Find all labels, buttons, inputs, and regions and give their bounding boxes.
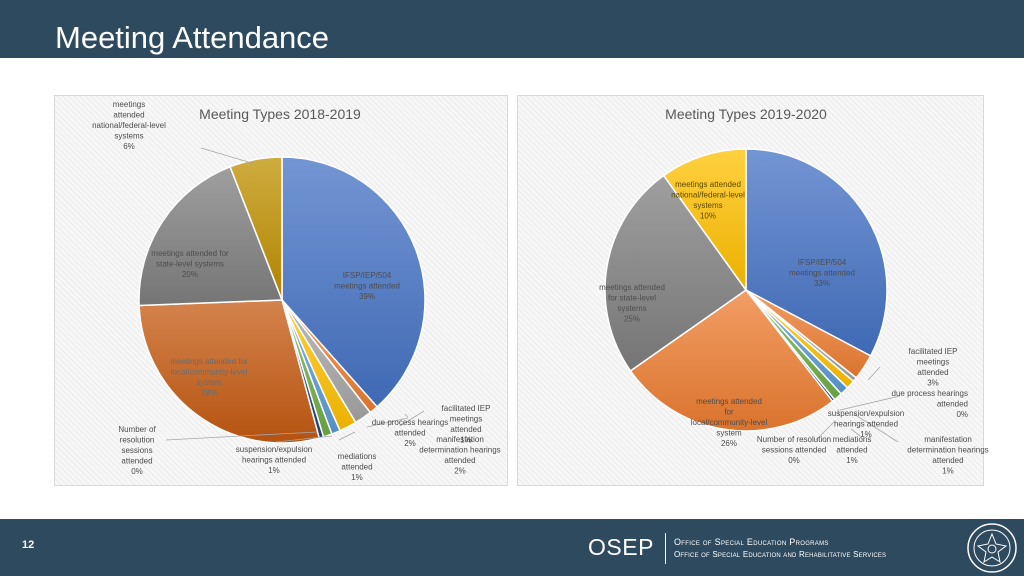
data-label: mediations attended 1% [833,435,872,465]
leader-line [404,413,409,418]
data-label: due process hearings attended 0% [892,389,969,419]
pie-slice [138,165,284,307]
data-label: meetings attended for local/community-lev… [170,357,248,398]
leader-line [165,431,318,441]
leader-line [850,428,861,437]
data-label: IFSP/IEP/504 meetings attended 39% [334,271,400,301]
leader-line [837,408,840,417]
logo-divider [665,533,666,564]
pie-slice [229,156,283,301]
data-label: meetings attended national/federal-level sy… [92,100,166,151]
osep-logo: OSEP [588,534,654,560]
data-label: meetings attended for local/community-leve… [691,397,768,448]
leader-line [399,410,425,427]
pie-slice [138,299,321,444]
chart-panel-2018-2019: Meeting Types 2018-2019 IFSP/IEP/504 meeti… [54,95,508,486]
data-label: IFSP/IEP/504 meetings attended 33% [789,258,855,288]
title-bar: Meeting Attendance [0,0,1024,58]
leader-line [815,420,836,441]
pie-chart-2019-2020: Meeting Types 2019-2020 IFSP/IEP/504 meeti… [599,106,989,476]
data-label: suspension/expulsion hearings attended 1% [236,445,313,475]
pie-slice [281,156,426,408]
office-name: Office of Special Education Programs [674,537,829,547]
page-number: 12 [22,539,35,551]
data-label: facilitated IEP meetings attended 1% [442,404,491,445]
leader-line [200,147,256,165]
pie-slice [662,148,747,293]
leader-line [839,395,901,411]
chart-title: Meeting Types 2019-2020 [665,106,827,122]
footer-bar: 12 OSEP Office of Special Education Prog… [0,519,1024,576]
data-label: manifestation determination hearings atten… [907,435,988,476]
data-label: meetings attended for state-level systems 2… [599,283,665,324]
data-label: mediations attended 1% [338,452,377,482]
slide-title: Meeting Attendance [55,20,330,55]
data-label: facilitated IEP meetings attended 3% [909,347,958,388]
data-label: due process hearings attended 2% [372,418,449,448]
data-label: manifestation determination hearings atten… [419,435,500,476]
office-subname: Office of Special Education and Rehabili… [674,550,887,559]
pie-slice [604,174,748,372]
leader-line [853,413,899,443]
leader-line [867,366,881,381]
pie-chart-2018-2019: Meeting Types 2018-2019 IFSP/IEP/504 meeti… [92,100,501,482]
chart-panel-2019-2020: Meeting Types 2019-2020 IFSP/IEP/504 meeti… [517,95,989,486]
department-seal-icon [967,523,1017,573]
data-label: Number of resolution sessions attended 0% [757,435,831,465]
data-label: meetings attended national/federal-level s… [671,180,745,221]
pie-slice [745,148,888,357]
chart-title: Meeting Types 2018-2019 [199,106,361,122]
data-label: Number of resolution sessions attended 0% [118,425,156,476]
leader-line [366,417,409,428]
leader-line [275,435,333,443]
data-label: suspension/expulsion hearings attended 1% [828,409,905,439]
leader-line [338,431,356,441]
data-label: meetings attended for state-level systems… [151,249,229,279]
pie-slice [629,288,834,432]
